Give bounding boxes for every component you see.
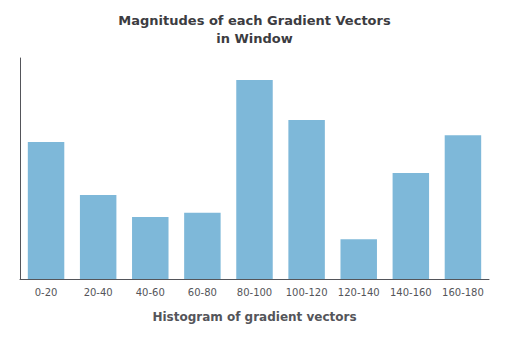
svg-text:Magnitudes of each Gradient Ve: Magnitudes of each Gradient Vectors <box>118 13 391 28</box>
svg-text:0-20: 0-20 <box>35 287 58 298</box>
svg-text:100-120: 100-120 <box>286 287 328 298</box>
svg-text:40-60: 40-60 <box>136 287 165 298</box>
svg-text:140-160: 140-160 <box>390 287 432 298</box>
svg-text:60-80: 60-80 <box>188 287 217 298</box>
svg-text:160-180: 160-180 <box>442 287 484 298</box>
svg-text:in Window: in Window <box>216 31 293 46</box>
svg-text:80-100: 80-100 <box>237 287 272 298</box>
svg-text:120-140: 120-140 <box>338 287 380 298</box>
svg-text:Histogram of gradient vectors: Histogram of gradient vectors <box>152 310 356 324</box>
svg-text:20-40: 20-40 <box>84 287 113 298</box>
